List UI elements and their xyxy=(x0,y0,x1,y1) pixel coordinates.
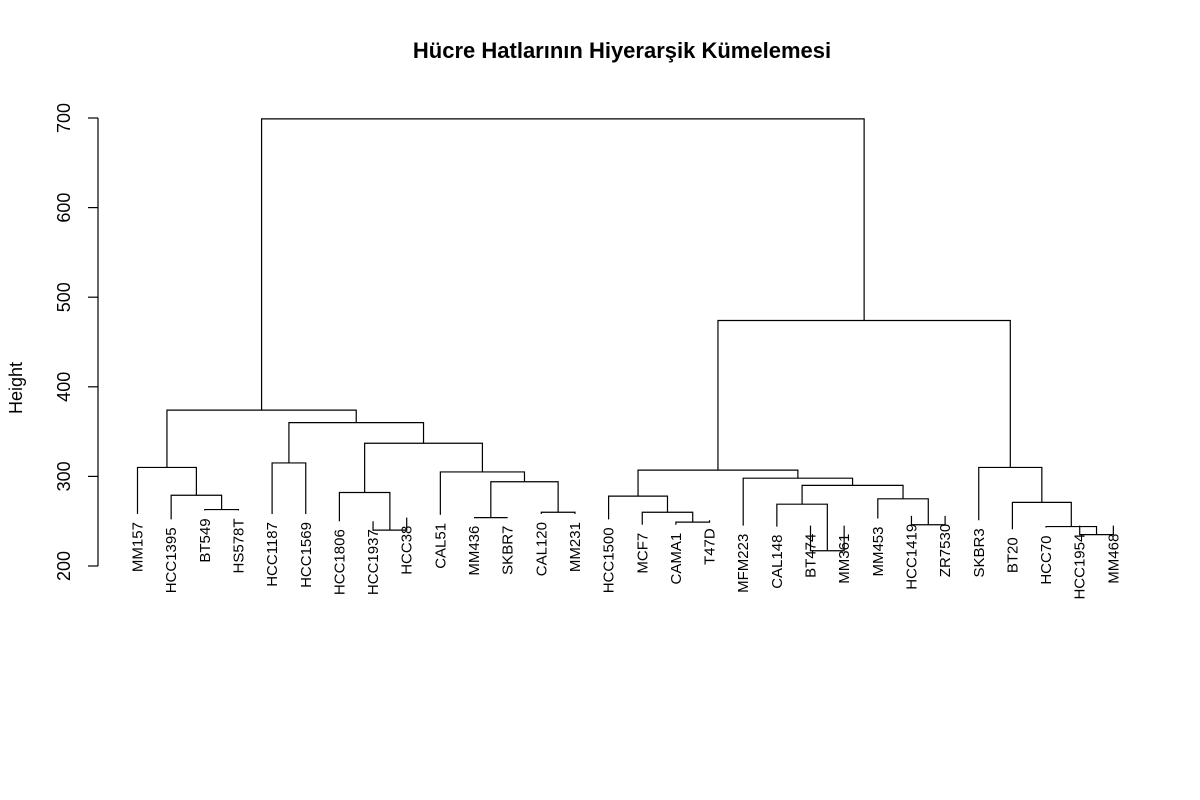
leaf-label: CAMA1 xyxy=(668,533,685,585)
leaf-label: MM436 xyxy=(466,526,483,576)
leaf-label: CAL120 xyxy=(533,522,550,576)
leaf-label: HCC1954 xyxy=(1072,534,1089,600)
leaf-label: HCC1187 xyxy=(264,522,281,587)
dendrogram-branch xyxy=(204,508,240,511)
dendrogram-branch xyxy=(136,466,197,515)
leaf-label: SKBR3 xyxy=(971,528,988,577)
leaf-label: HCC1419 xyxy=(903,524,920,590)
leaf-label: MM231 xyxy=(567,522,584,572)
leaf-label: HCC1937 xyxy=(365,529,382,595)
dendrogram-branch xyxy=(978,466,1043,521)
dendrogram-tree xyxy=(136,118,1114,552)
leaf-label: CAL51 xyxy=(432,523,449,569)
dendrogram-branch xyxy=(166,409,357,468)
leaf-label: BT549 xyxy=(197,518,214,562)
leaf-label: HS578T xyxy=(230,518,247,573)
y-tick-label: 200 xyxy=(54,551,74,581)
dendrogram-branch xyxy=(271,462,307,515)
dendrogram-branch xyxy=(260,118,865,411)
y-tick-label: 600 xyxy=(54,193,74,223)
leaf-label: T47D xyxy=(702,528,719,565)
dendrogram-branch xyxy=(338,491,391,531)
dendrogram-branch xyxy=(717,319,1011,471)
y-axis: 200 300 400 500 600 700 xyxy=(54,103,99,581)
leaf-label: SKBR7 xyxy=(500,526,517,575)
y-axis-label: Height xyxy=(6,362,26,414)
dendrogram-branch xyxy=(877,498,929,525)
leaf-label: HCC1500 xyxy=(601,527,618,593)
leaf-label: MFM223 xyxy=(735,534,752,593)
leaf-label: HCC1395 xyxy=(163,527,180,593)
y-tick-label: 500 xyxy=(54,282,74,312)
leaf-label: HCC1569 xyxy=(298,522,315,588)
dendrogram-branch xyxy=(439,471,526,515)
dendrogram-branch xyxy=(1045,525,1098,535)
y-tick-label: 700 xyxy=(54,103,74,133)
dendrogram-branch xyxy=(1011,501,1072,530)
leaf-label: BT474 xyxy=(803,534,820,578)
leaf-label: ZR7530 xyxy=(937,524,954,577)
dendrogram-branch xyxy=(608,495,669,520)
leaf-label: MCF7 xyxy=(634,533,651,574)
dendrogram-branch xyxy=(170,494,223,520)
dendrogram-branch xyxy=(540,511,576,515)
y-tick-label: 300 xyxy=(54,461,74,491)
dendrogram-branch xyxy=(801,484,904,505)
leaf-label: BT20 xyxy=(1004,537,1021,573)
dendrogram-branch xyxy=(641,511,694,525)
y-tick-label: 400 xyxy=(54,372,74,402)
leaf-label: MM157 xyxy=(130,522,147,572)
leaf-label: HCC38 xyxy=(399,526,416,575)
leaf-label: HCC70 xyxy=(1038,535,1055,584)
leaf-label: MM361 xyxy=(836,534,853,584)
leaf-labels: MM157 HCC1395 BT549 HS578T HCC1187 HCC1569 HCC… xyxy=(130,518,1123,599)
chart-title: Hücre Hatlarının Hiyerarşik Kümelemesi xyxy=(413,38,831,63)
leaf-label: HCC1806 xyxy=(331,529,348,595)
dendrogram-branch xyxy=(637,469,799,497)
leaf-label: MM453 xyxy=(870,527,887,577)
dendrogram-branch xyxy=(364,442,484,493)
leaf-label: MM468 xyxy=(1105,534,1122,584)
leaf-label: CAL148 xyxy=(769,535,786,589)
